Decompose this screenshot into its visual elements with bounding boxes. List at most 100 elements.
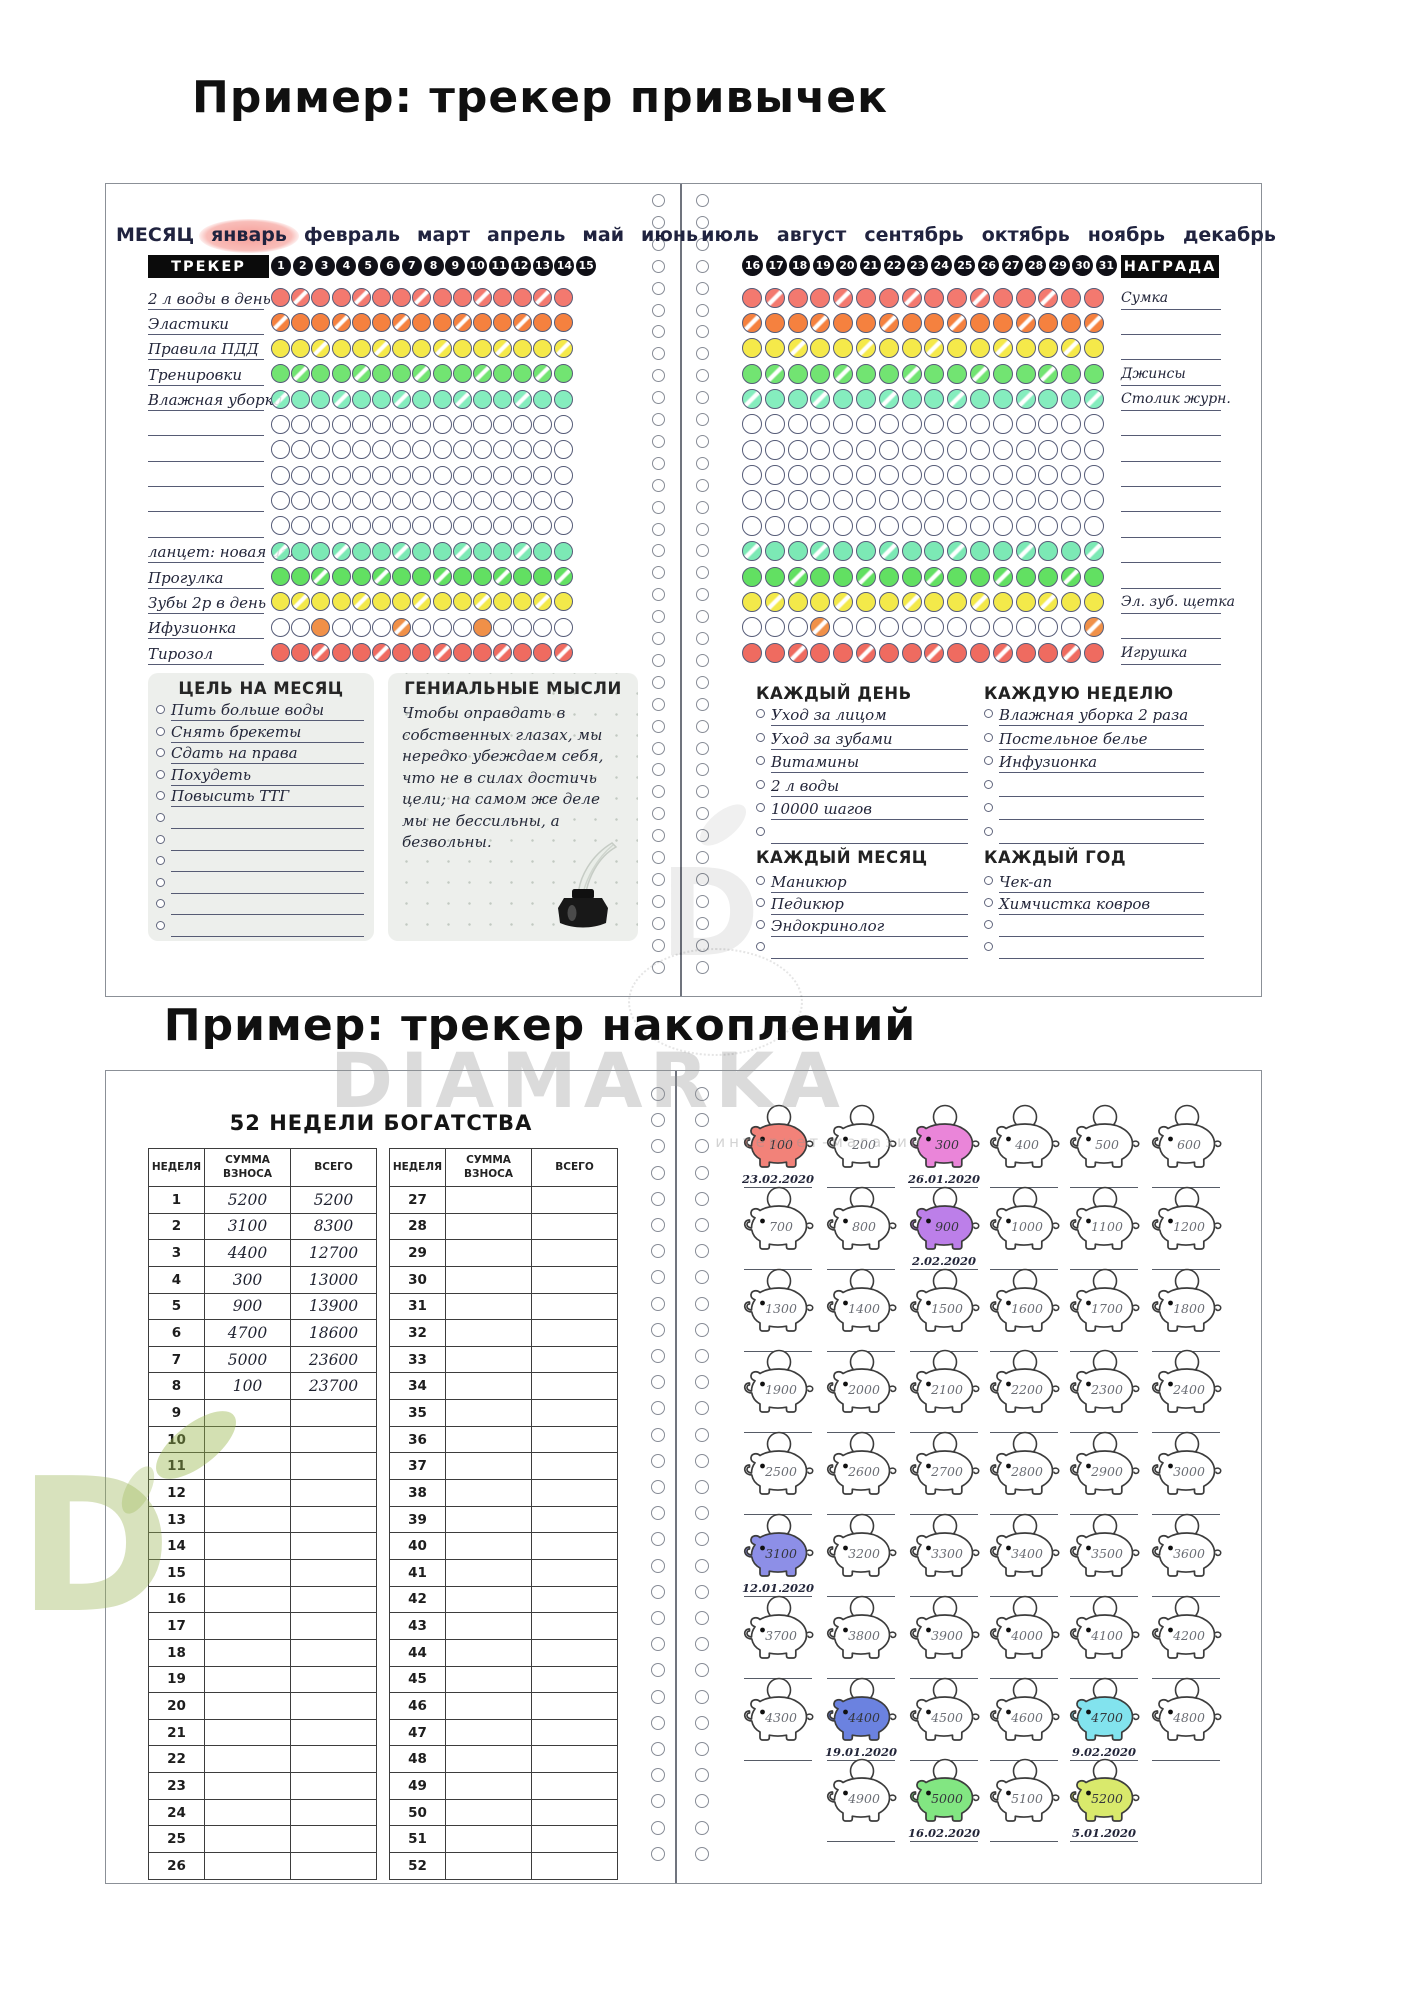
- week-number: 22: [148, 1745, 205, 1774]
- habit-cell: [513, 541, 533, 561]
- piggy-icon: 1300: [735, 1268, 821, 1338]
- habit-cell: [472, 516, 492, 536]
- habit-cell: [472, 643, 492, 663]
- habit-cell: [924, 389, 945, 410]
- checklist-item: Влажная уборка 2 раза: [984, 705, 1204, 726]
- habit-cell: [901, 414, 922, 435]
- habit-cell: [901, 287, 922, 308]
- habit-cell: [992, 515, 1013, 536]
- binder-hole: [651, 1820, 665, 1835]
- binder-hole: [652, 697, 665, 711]
- month-август: август: [777, 224, 846, 246]
- habit-cell: [331, 541, 351, 561]
- habit-cell: [432, 288, 452, 308]
- savings-value: [445, 1479, 532, 1507]
- day-number: 19: [812, 255, 834, 276]
- habit-cell: [291, 364, 311, 384]
- savings-value: [290, 1638, 377, 1667]
- binder-hole: [696, 303, 709, 317]
- habit-cell: [1015, 465, 1036, 486]
- habit-cell: [855, 490, 876, 511]
- checklist-item: Уход за лицом: [756, 705, 968, 726]
- habit-cell: [432, 313, 452, 333]
- habit-cell: [787, 642, 808, 663]
- habit-cell: [351, 440, 371, 460]
- habit-cell: [553, 592, 573, 612]
- savings-value: 8300: [290, 1212, 377, 1241]
- savings-week-row: 42: [389, 1585, 618, 1614]
- habit-cell: [331, 313, 351, 333]
- habit-cell: [472, 592, 492, 612]
- habit-cell: [452, 567, 472, 587]
- savings-value: [290, 1665, 377, 1694]
- savings-value: [204, 1452, 291, 1481]
- habit-cell: [947, 439, 968, 460]
- binder-hole: [695, 1427, 709, 1442]
- svg-text:4000: 4000: [1010, 1628, 1043, 1643]
- habit-cell: [1061, 414, 1082, 435]
- habit-row-label: Прогулка: [148, 566, 264, 589]
- habit-cell: [833, 566, 854, 587]
- binder-hole: [652, 237, 665, 251]
- piggy-bank: 3000: [1143, 1431, 1229, 1517]
- savings-week-row: 13: [148, 1505, 377, 1534]
- habit-cell: [969, 642, 990, 663]
- piggy-bank: 4200: [1143, 1595, 1229, 1681]
- goal-item: [156, 809, 364, 829]
- piggy-bank: 900 2.02.2020: [901, 1186, 987, 1272]
- habit-cell: [855, 541, 876, 562]
- habit-cell: [764, 541, 785, 562]
- habit-cell: [764, 439, 785, 460]
- week-number: 35: [389, 1399, 446, 1427]
- week-number: 19: [148, 1665, 205, 1694]
- week-number: 29: [389, 1239, 446, 1267]
- habit-cell: [947, 312, 968, 333]
- binder-hole: [696, 391, 709, 405]
- habit-cell: [291, 516, 311, 536]
- habit-cell: [1038, 541, 1059, 562]
- binder-hole: [695, 1401, 709, 1416]
- checklist-bullet: [756, 826, 765, 836]
- habit-cell: [513, 617, 533, 637]
- goal-item: [156, 917, 364, 937]
- savings-week-row: 1 5200 5200: [148, 1186, 377, 1214]
- savings-value: 5000: [204, 1345, 291, 1374]
- piggy-icon: 200: [818, 1104, 904, 1174]
- habit-cell: [855, 439, 876, 460]
- piggy-underline: [827, 1841, 895, 1842]
- binder-hole: [651, 1244, 665, 1259]
- binder-hole: [695, 1637, 709, 1652]
- habit-cell: [924, 338, 945, 359]
- habit-row-cells: [271, 516, 573, 536]
- habit-cell: [924, 414, 945, 435]
- binder-hole: [695, 1846, 709, 1861]
- checklist-bullet: [756, 920, 765, 929]
- savings-week-row: 11: [148, 1452, 377, 1481]
- habit-cell: [878, 389, 899, 410]
- habit-cell: [787, 363, 808, 384]
- habit-cell: [493, 364, 513, 384]
- habit-cell: [924, 490, 945, 511]
- svg-text:2400: 2400: [1172, 1382, 1205, 1397]
- habit-cell: [291, 541, 311, 561]
- binder-hole: [652, 500, 665, 514]
- binder-hole: [652, 960, 665, 974]
- habit-cell: [878, 439, 899, 460]
- savings-col-header: НЕДЕЛЯ: [389, 1148, 446, 1187]
- habit-cell: [392, 389, 412, 409]
- habit-cell: [553, 440, 573, 460]
- habit-cell: [787, 389, 808, 410]
- piggy-icon: 3000: [1143, 1431, 1229, 1501]
- piggy-bank: 3600: [1143, 1513, 1229, 1599]
- svg-text:3900: 3900: [931, 1628, 963, 1643]
- savings-value: [531, 1612, 618, 1640]
- savings-value: [204, 1585, 291, 1614]
- piggy-bank: 3200: [818, 1513, 904, 1599]
- habit-cell: [291, 490, 311, 510]
- binder-hole: [695, 1715, 709, 1730]
- savings-value: [445, 1239, 532, 1267]
- svg-text:1900: 1900: [765, 1382, 797, 1397]
- habit-cell: [351, 592, 371, 612]
- habit-cell: [1061, 287, 1082, 308]
- goal-item: [156, 831, 364, 851]
